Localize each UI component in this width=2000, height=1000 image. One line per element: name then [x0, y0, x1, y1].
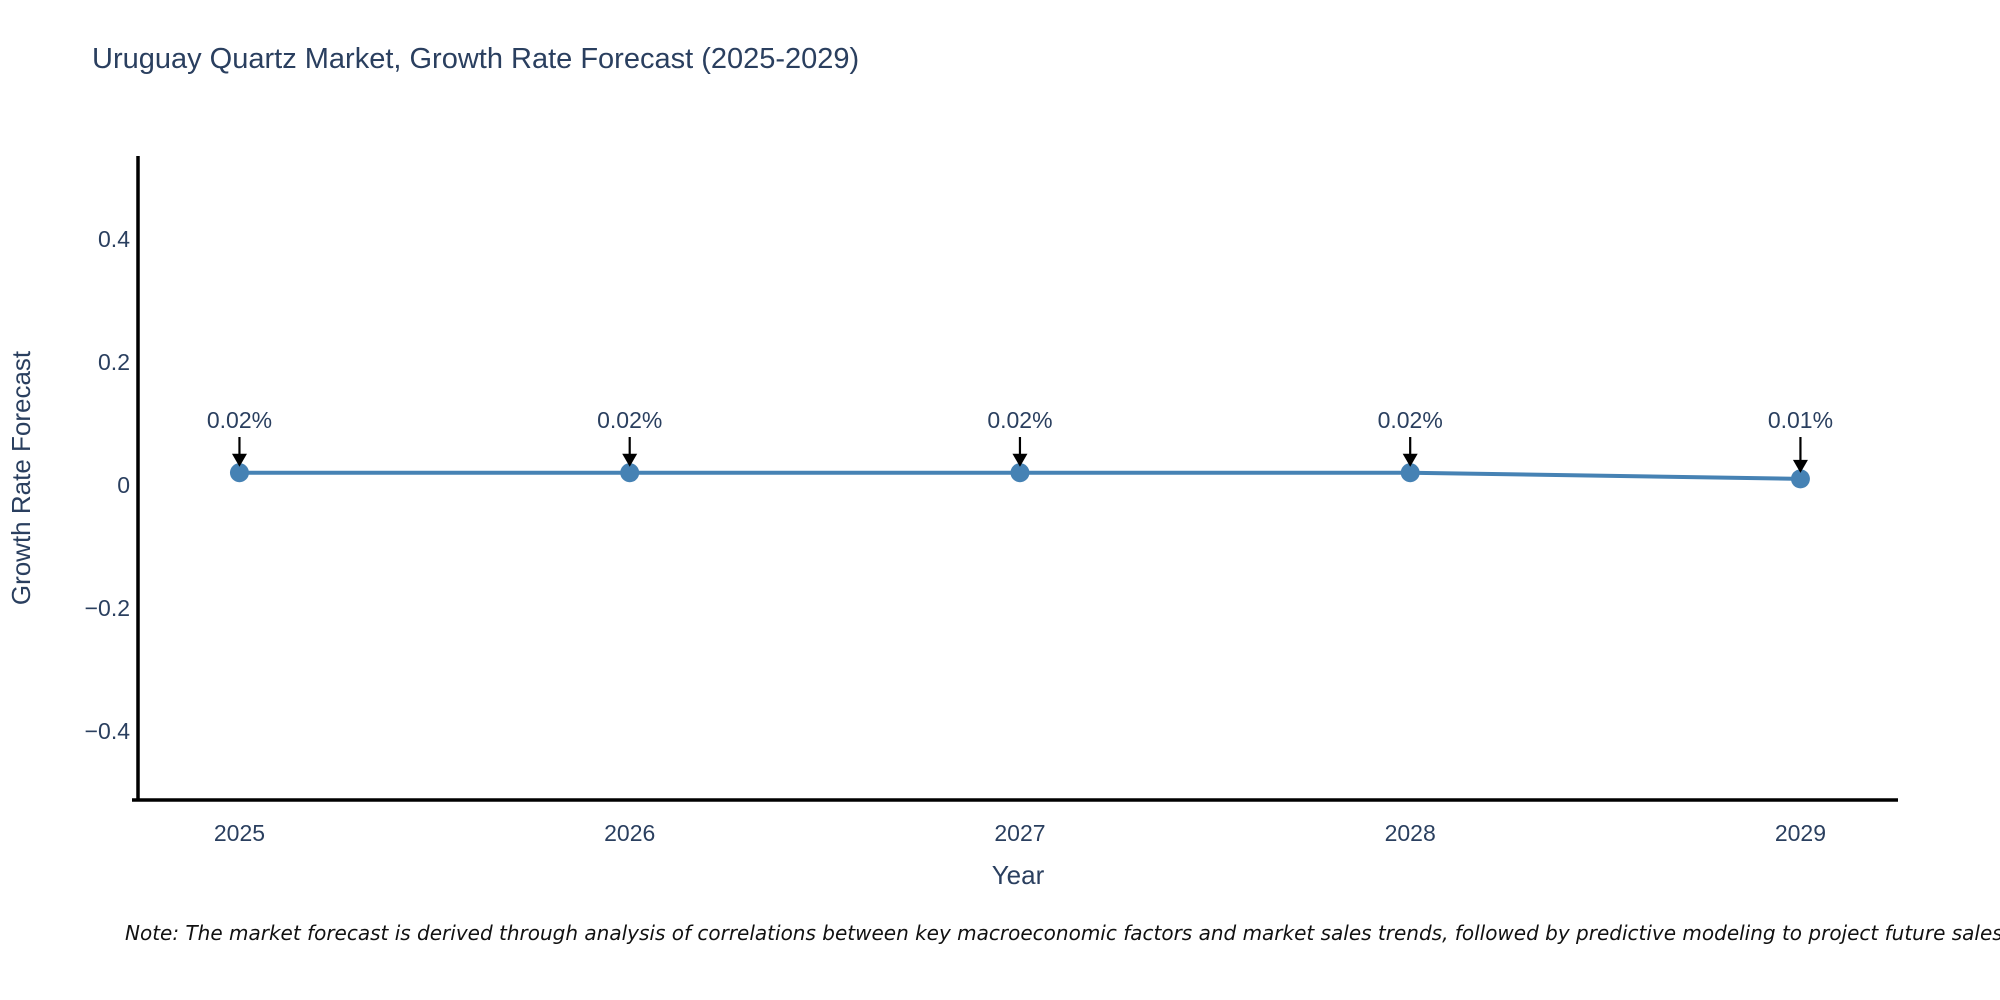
point-annotation: 0.02%: [987, 407, 1053, 467]
y-tick-label: 0.2: [98, 349, 130, 375]
x-tick-label: 2026: [604, 820, 655, 846]
annotation-label: 0.02%: [207, 407, 272, 433]
y-tick-label: 0: [117, 472, 130, 498]
footnote: Note: The market forecast is derived thr…: [125, 921, 2000, 945]
annotation-label: 0.02%: [1378, 407, 1443, 433]
annotation-arrowhead: [622, 453, 638, 467]
data-point-marker: [1400, 463, 1420, 483]
annotation-arrowhead: [1012, 453, 1028, 467]
x-axis-title: Year: [992, 860, 1045, 890]
x-tick-labels: 2025 2026 2027 2028 2029: [214, 820, 1826, 846]
data-point-marker: [1010, 463, 1030, 483]
data-point-marker: [1790, 469, 1810, 489]
x-tick-label: 2027: [994, 820, 1045, 846]
y-axis-title: Growth Rate Forecast: [6, 350, 36, 605]
annotation-label: 0.02%: [597, 407, 662, 433]
data-point-marker: [229, 463, 249, 483]
x-tick-label: 2028: [1385, 820, 1436, 846]
chart-title: Uruguay Quartz Market, Growth Rate Forec…: [92, 43, 859, 75]
annotation-arrowhead: [231, 453, 247, 467]
x-tick-label: 2025: [214, 820, 265, 846]
annotation-label: 0.01%: [1768, 407, 1833, 433]
y-tick-labels: 0.4 0.2 0 −0.2 −0.4: [85, 226, 131, 744]
x-tick-label: 2029: [1775, 820, 1826, 846]
point-annotation: 0.02%: [597, 407, 662, 467]
data-point-marker: [620, 463, 640, 483]
y-tick-label: −0.4: [85, 718, 131, 744]
annotation-label: 0.02%: [987, 407, 1052, 433]
annotation-arrowhead: [1402, 453, 1418, 467]
y-tick-label: 0.4: [98, 226, 130, 252]
annotation-arrowhead: [1792, 459, 1808, 473]
y-tick-label: −0.2: [85, 595, 130, 621]
point-annotation: 0.02%: [207, 407, 272, 467]
point-annotations: 0.02% 0.02% 0.02% 0.02% 0.01%: [207, 407, 1833, 473]
point-annotation: 0.01%: [1768, 407, 1833, 473]
forecast-line-series: [229, 463, 1810, 489]
point-annotation: 0.02%: [1378, 407, 1443, 467]
